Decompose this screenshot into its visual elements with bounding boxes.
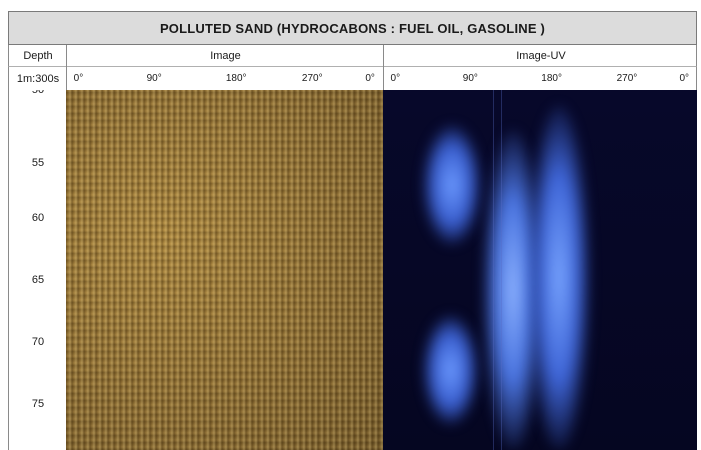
log-figure: POLLUTED SAND (HYDROCABONS : FUEL OIL, G… [8,3,697,450]
uv-fluorescence-patch [423,315,478,425]
uv-tick-label: 0° [679,73,689,84]
depth-label: 65 [31,274,45,286]
image-tick-label: 90° [146,73,162,84]
uv-borehole-image [383,90,697,450]
uv-image-header: Image-UV [516,49,566,62]
uv-tick-label: 0° [390,73,401,84]
scale-header: 1m:300s [16,72,60,85]
depth-label: 60 [31,212,45,224]
header-row-ticks: 1m:300s 0° 90° 180° 270° 0° 0° 90° 180° 270° 0° [8,67,697,90]
image-header: Image [210,49,241,62]
image-tick-label: 270° [301,73,323,84]
uv-scan-line [493,90,494,450]
depth-label: 50 [31,84,45,96]
figure-title: POLLUTED SAND (HYDROCABONS : FUEL OIL, G… [8,11,697,45]
uv-tick-label: 180° [541,73,562,84]
image-tick-label: 0° [365,73,375,84]
uv-scan-line [501,90,502,450]
depth-label: 75 [31,398,45,410]
uv-tick-label: 90° [462,73,478,84]
header-divider-left [66,45,67,90]
depth-header: Depth [23,49,53,62]
depth-label: 55 [31,157,45,169]
depth-track: 50 55 60 65 70 75 [8,90,66,450]
uv-fluorescence-patch [528,105,590,450]
depth-label: 70 [31,336,45,348]
image-tick-label: 180° [225,73,247,84]
image-tick-label: 0° [73,73,84,84]
sand-borehole-image [66,90,383,450]
uv-fluorescence-patch [423,125,481,245]
header-divider-mid [383,45,384,90]
uv-tick-label: 270° [616,73,638,84]
header-row-labels: Depth Image Image-UV [8,45,697,67]
